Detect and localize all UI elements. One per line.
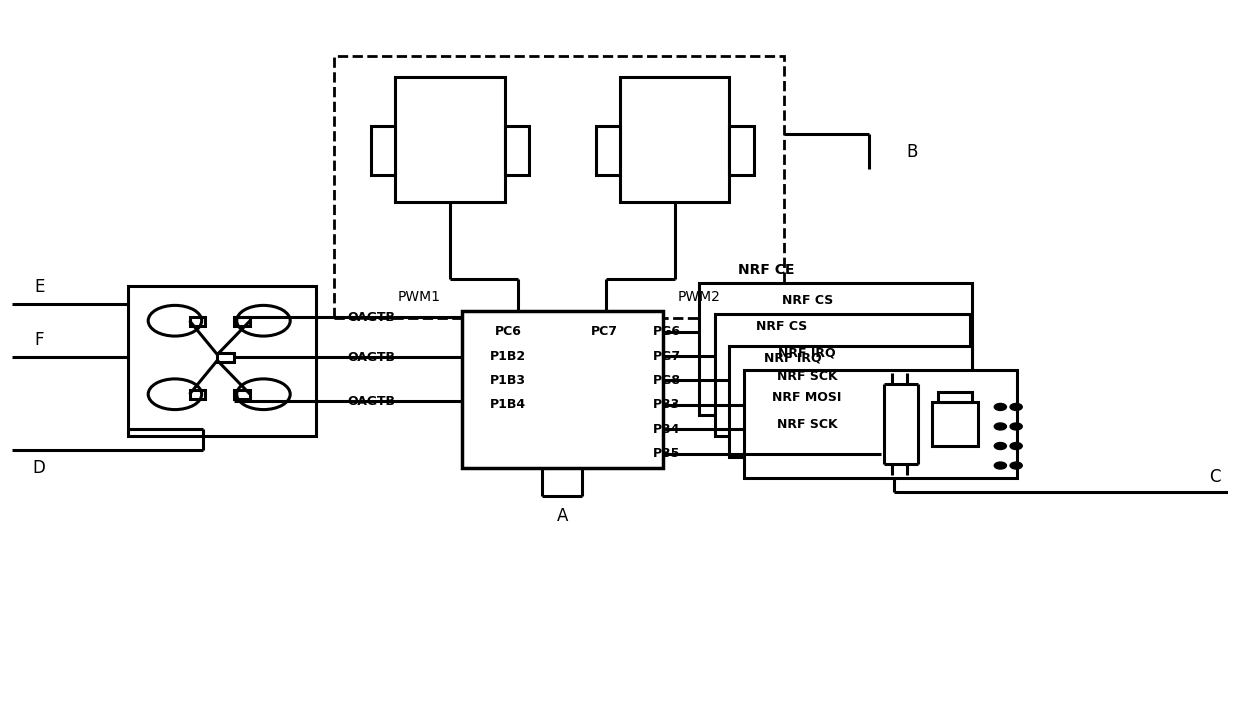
Text: PB3: PB3: [652, 398, 680, 412]
Bar: [939, 392, 972, 402]
Text: PB4: PB4: [652, 423, 681, 436]
Bar: [463, 310, 662, 468]
Text: B: B: [906, 143, 918, 161]
Bar: [620, 77, 729, 202]
Bar: [396, 77, 505, 202]
Text: PWM2: PWM2: [677, 290, 720, 304]
Circle shape: [994, 443, 1007, 449]
Bar: [371, 126, 396, 174]
Bar: [744, 370, 1017, 478]
Circle shape: [1011, 462, 1022, 469]
Text: PC7: PC7: [590, 325, 618, 338]
Text: PG7: PG7: [652, 350, 681, 362]
Text: NRF SCK: NRF SCK: [776, 370, 837, 384]
Bar: [714, 314, 970, 436]
Circle shape: [1011, 404, 1022, 410]
Text: P1B2: P1B2: [490, 350, 526, 362]
Bar: [190, 390, 206, 399]
Text: PG8: PG8: [652, 374, 681, 387]
Circle shape: [994, 404, 1007, 410]
Bar: [190, 317, 206, 325]
Text: NRF IRQ: NRF IRQ: [779, 346, 836, 359]
Text: NRF IRQ: NRF IRQ: [764, 352, 821, 365]
Circle shape: [1011, 443, 1022, 449]
Text: F: F: [35, 331, 43, 349]
Text: NRF MOSI: NRF MOSI: [773, 392, 842, 404]
Text: P1B3: P1B3: [490, 374, 526, 387]
Bar: [335, 56, 784, 318]
Text: PG6: PG6: [652, 325, 681, 338]
Text: NRF SCK: NRF SCK: [776, 418, 837, 431]
Bar: [128, 286, 316, 436]
Text: E: E: [33, 278, 45, 295]
Bar: [234, 317, 250, 325]
Bar: [729, 345, 972, 457]
Circle shape: [994, 423, 1007, 430]
Text: P1B4: P1B4: [490, 398, 526, 412]
Text: NRF CS: NRF CS: [756, 320, 807, 333]
Circle shape: [994, 462, 1007, 469]
Text: OAGTB: OAGTB: [347, 394, 394, 408]
Text: PC6: PC6: [495, 325, 522, 338]
Text: PWM1: PWM1: [398, 290, 441, 304]
Text: PB5: PB5: [652, 447, 681, 460]
Bar: [217, 352, 234, 362]
Bar: [699, 283, 972, 415]
Text: C: C: [1209, 468, 1221, 486]
Text: A: A: [557, 508, 568, 525]
Text: D: D: [32, 459, 46, 476]
Bar: [729, 126, 754, 174]
Text: NRF CE: NRF CE: [738, 263, 794, 277]
Text: OAGTB: OAGTB: [347, 310, 394, 324]
Text: NRF CS: NRF CS: [781, 293, 833, 307]
Bar: [505, 126, 528, 174]
Bar: [595, 126, 620, 174]
Bar: [932, 402, 978, 446]
Bar: [234, 390, 250, 399]
Circle shape: [1011, 423, 1022, 430]
Text: OAGTB: OAGTB: [347, 351, 394, 364]
